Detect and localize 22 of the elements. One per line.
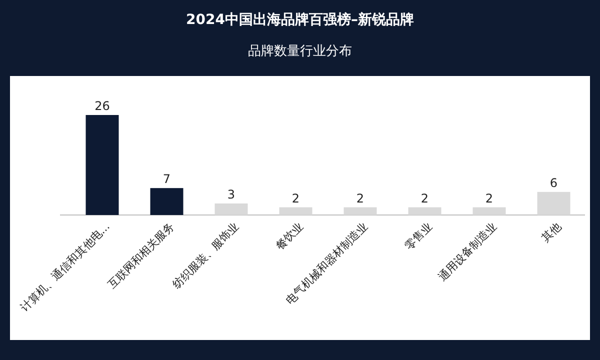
bar bbox=[150, 188, 184, 215]
bar bbox=[214, 203, 248, 215]
bar bbox=[408, 207, 442, 215]
x-tick-label: 其他 bbox=[539, 220, 564, 245]
bar bbox=[86, 115, 119, 215]
bar bbox=[344, 207, 377, 215]
data-label: 26 bbox=[94, 99, 110, 113]
data-label: 2 bbox=[356, 191, 364, 206]
x-tick-label: 餐饮业 bbox=[273, 220, 306, 252]
bar bbox=[537, 192, 570, 215]
data-label: 7 bbox=[162, 172, 171, 186]
chart-title: 2024中国出海品牌百强榜–新锐品牌 bbox=[186, 11, 414, 28]
x-tick-label: 通用设备制造业 bbox=[436, 220, 500, 284]
x-tick-label: 零售业 bbox=[402, 220, 435, 252]
bar bbox=[472, 207, 506, 215]
bar bbox=[279, 207, 312, 215]
data-label: 2 bbox=[420, 191, 429, 206]
chart-subtitle: 品牌数量行业分布 bbox=[248, 44, 352, 59]
data-label: 3 bbox=[227, 187, 236, 202]
data-label: 2 bbox=[292, 191, 300, 206]
data-label: 6 bbox=[550, 176, 558, 190]
data-label: 2 bbox=[485, 191, 494, 206]
